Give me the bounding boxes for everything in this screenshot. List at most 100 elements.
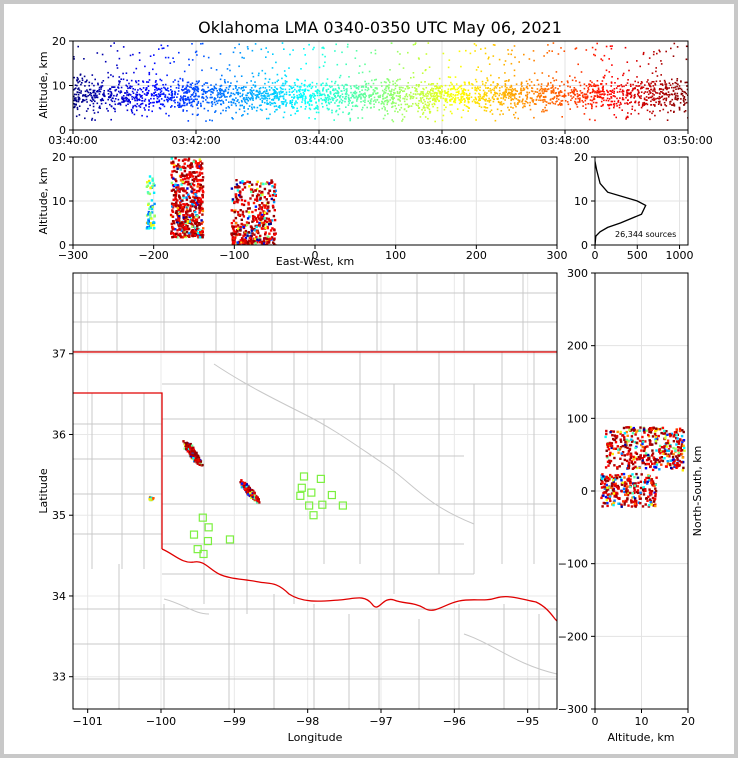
- time-source-point: [469, 92, 471, 95]
- time-source-point: [77, 100, 80, 103]
- time-source-point: [344, 100, 346, 103]
- time-source-point: [132, 88, 134, 90]
- time-source-point: [77, 96, 80, 98]
- east-west-source-point: [190, 185, 193, 188]
- time-source-point: [521, 89, 523, 92]
- time-source-point: [619, 101, 622, 104]
- time-source-point: [567, 94, 570, 96]
- time-source-point: [165, 112, 167, 115]
- time-source-point: [630, 91, 632, 94]
- time-source-point: [543, 96, 545, 98]
- east-west-source-point: [185, 231, 189, 234]
- time-source-point: [318, 99, 320, 101]
- time-source-point: [660, 96, 663, 98]
- time-source-point: [526, 98, 528, 100]
- time-source-point: [678, 85, 681, 87]
- time-source-point: [507, 80, 510, 82]
- time-source-point: [345, 106, 347, 108]
- time-source-point: [643, 104, 646, 106]
- time-source-point: [185, 99, 187, 101]
- time-source-point: [494, 119, 497, 122]
- east-west-source-point: [172, 160, 175, 163]
- east-west-source-point: [196, 235, 200, 238]
- time-source-point: [613, 100, 616, 103]
- time-source-point: [664, 83, 666, 85]
- time-source-point: [264, 82, 266, 85]
- time-source-point: [661, 91, 663, 93]
- time-source-point: [660, 63, 663, 65]
- time-source-point: [511, 98, 514, 100]
- time-source-point: [113, 86, 116, 88]
- east-west-tick-label: 300: [547, 249, 568, 262]
- time-source-point: [535, 98, 538, 101]
- time-source-point: [143, 107, 146, 109]
- time-source-point: [504, 95, 506, 98]
- plan-source-point: [188, 452, 192, 455]
- east-west-source-point: [181, 187, 184, 190]
- time-source-point: [515, 98, 518, 100]
- time-source-point: [371, 94, 373, 96]
- time-source-point: [316, 92, 319, 95]
- time-source-point: [365, 95, 367, 97]
- east-west-source-point: [148, 207, 151, 210]
- time-source-point: [153, 97, 155, 100]
- east-west-source-point: [193, 219, 197, 223]
- time-source-point: [425, 69, 427, 71]
- east-west-source-point: [273, 218, 277, 222]
- time-source-point: [441, 90, 444, 93]
- time-source-point: [523, 89, 525, 91]
- time-source-point: [258, 92, 261, 95]
- time-source-point: [83, 99, 86, 102]
- east-west-source-point: [188, 183, 191, 186]
- time-source-point: [564, 95, 566, 97]
- time-source-point: [114, 103, 117, 106]
- time-source-point: [600, 93, 603, 96]
- plan-source-point: [197, 455, 200, 458]
- time-source-point: [93, 89, 96, 92]
- east-west-source-point: [256, 199, 259, 202]
- time-source-point: [588, 118, 591, 121]
- east-west-source-point: [179, 201, 182, 204]
- time-source-point: [658, 98, 660, 100]
- time-source-point: [206, 91, 208, 93]
- east-west-source-point: [236, 186, 239, 189]
- time-source-point: [221, 88, 223, 91]
- time-source-point: [436, 94, 438, 96]
- time-source-point: [561, 104, 563, 106]
- east-west-source-point: [238, 229, 242, 232]
- east-west-source-point: [186, 187, 189, 190]
- east-west-source-point: [150, 211, 154, 214]
- time-source-point: [523, 53, 525, 56]
- time-source-point: [514, 89, 517, 92]
- time-source-point: [325, 100, 327, 103]
- time-source-point: [450, 81, 452, 84]
- time-source-point: [351, 93, 354, 96]
- time-source-point: [664, 104, 666, 106]
- time-source-point: [114, 89, 117, 92]
- east-west-source-point: [174, 190, 177, 193]
- east-west-source-point: [179, 232, 182, 236]
- plan-source-point: [190, 450, 193, 454]
- time-source-point: [672, 55, 675, 57]
- time-source-point: [412, 97, 414, 100]
- east-west-source-point: [253, 233, 256, 236]
- time-source-point: [266, 103, 268, 105]
- east-west-source-point: [178, 187, 181, 191]
- east-west-source-point: [179, 188, 182, 191]
- time-source-point: [454, 101, 457, 104]
- plan-source-point: [256, 496, 259, 499]
- time-source-point: [313, 95, 316, 97]
- east-west-source-point: [258, 190, 261, 193]
- time-source-point: [428, 83, 430, 85]
- time-source-point: [316, 104, 318, 107]
- time-source-point: [110, 99, 113, 101]
- time-source-point: [452, 96, 454, 99]
- time-source-point: [485, 98, 487, 101]
- east-west-source-point: [186, 225, 189, 228]
- time-source-point: [322, 87, 325, 89]
- time-source-point: [618, 85, 621, 87]
- time-source-point: [179, 77, 181, 80]
- time-source-point: [625, 94, 628, 96]
- time-source-point: [551, 84, 554, 86]
- plan-source-point: [201, 463, 204, 467]
